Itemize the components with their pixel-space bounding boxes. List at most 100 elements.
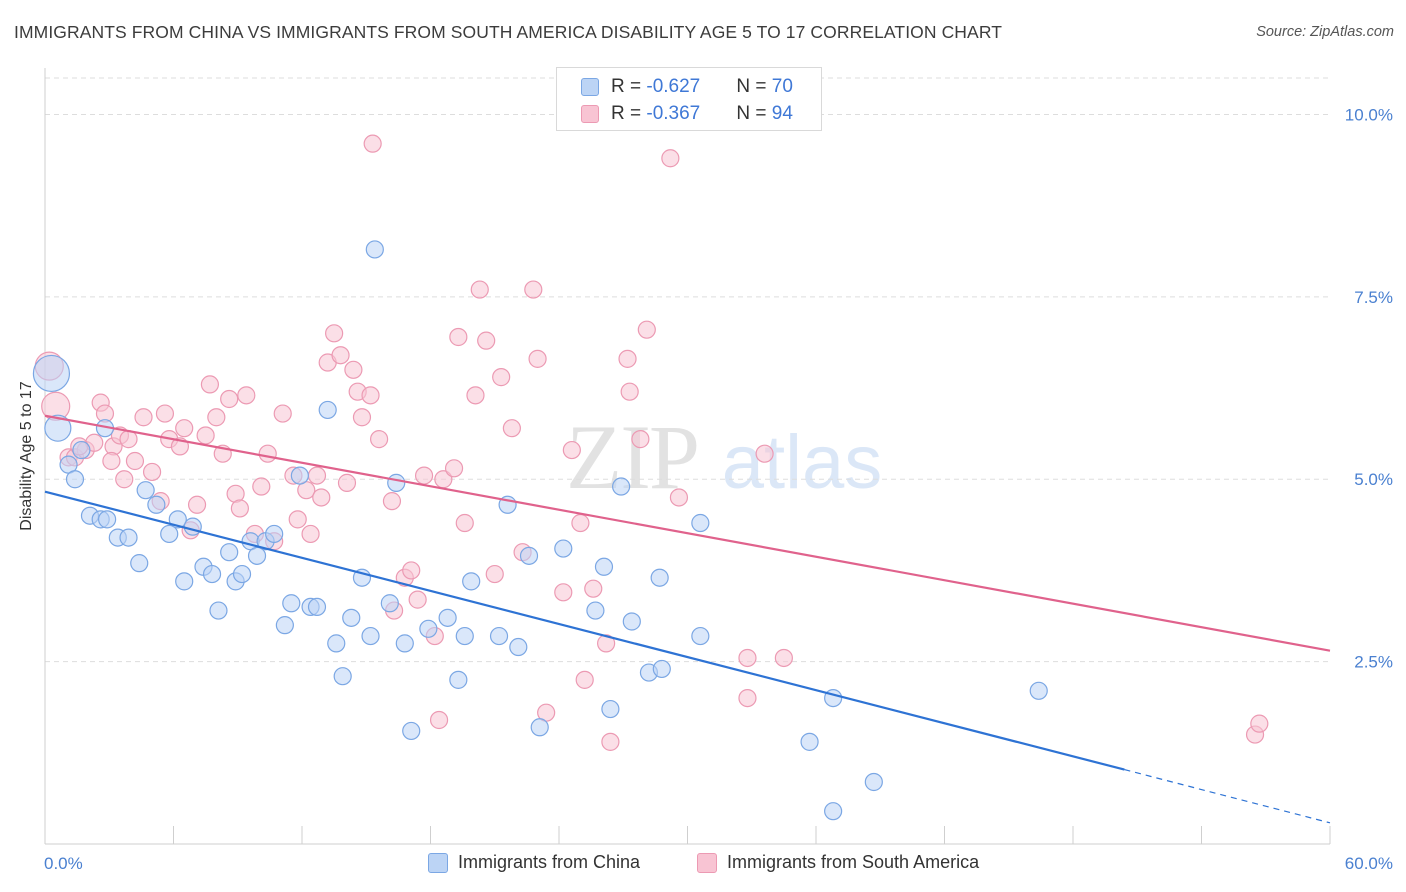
data-point-south-america [382, 492, 402, 511]
data-point-south-america [142, 462, 162, 482]
data-point-china [290, 466, 309, 485]
data-point-china [622, 612, 641, 631]
data-point-south-america [325, 324, 344, 343]
legend-n-value: 70 [771, 76, 793, 97]
data-point-china [265, 524, 284, 544]
bottom-legend-swatch-south-america [697, 852, 717, 873]
y-axis-title: Disability Age 5 to 17 [18, 381, 35, 531]
trend-line-china-extrapolated [1124, 769, 1331, 824]
data-point-china [136, 481, 155, 500]
data-point-china [554, 539, 573, 558]
data-point-china [419, 619, 438, 638]
data-point-south-america [738, 648, 757, 668]
data-point-south-america [134, 408, 153, 427]
trend-layer [44, 414, 1331, 824]
legend-n-label: N = [736, 76, 772, 97]
data-point-china [119, 528, 138, 547]
data-point-china [147, 495, 166, 514]
data-point-china [220, 543, 239, 562]
data-point-china [98, 510, 117, 529]
data-point-china [650, 568, 669, 587]
data-point-south-america [273, 404, 292, 423]
data-point-south-america [738, 688, 757, 708]
data-point-china [307, 597, 327, 617]
data-point-south-america [502, 419, 521, 438]
data-point-south-america [337, 473, 357, 492]
data-point-south-america [196, 426, 215, 445]
legend-r-label: R = [611, 76, 647, 97]
data-point-china [594, 557, 614, 576]
data-point-china [824, 802, 843, 821]
data-point-south-america [187, 495, 207, 514]
data-point-south-america [312, 488, 331, 507]
data-point-south-america [414, 466, 434, 485]
source-label: Source: ZipAtlas.com [1256, 24, 1394, 40]
data-point-china [72, 440, 91, 460]
data-point-china [691, 513, 710, 533]
data-point-south-america [252, 477, 271, 496]
data-point-china [318, 400, 337, 420]
data-point-south-america [661, 149, 680, 168]
data-point-china [509, 637, 528, 657]
data-point-china [462, 572, 481, 591]
legend-row-south-america: R = -0.367 N = 94 [581, 101, 793, 127]
data-point-china [175, 572, 194, 591]
data-point-china [387, 473, 406, 492]
data-point-south-america [429, 710, 449, 730]
bottom-legend-label: Immigrants from South America [727, 852, 980, 872]
data-point-south-america [597, 634, 616, 653]
data-point-south-america [528, 349, 547, 368]
data-point-south-america [408, 590, 427, 609]
y-tick-label: 10.0% [1345, 105, 1393, 124]
data-point-south-america [175, 419, 194, 438]
watermark-atlas: atlas [722, 420, 883, 505]
data-point-south-america [466, 386, 485, 405]
data-point-south-america [237, 386, 256, 405]
data-point-south-america [477, 331, 496, 350]
data-point-south-america [470, 280, 489, 299]
data-point-china [489, 626, 509, 646]
data-point-china [65, 470, 85, 489]
x-tick-label: 0.0% [44, 854, 83, 873]
data-point-south-america [258, 444, 277, 463]
data-point-china [361, 626, 380, 646]
data-point-south-america [492, 368, 511, 387]
bottom-legend-south-america: Immigrants from South America [697, 852, 979, 873]
data-point-china [32, 354, 71, 393]
data-point-south-america [449, 327, 468, 347]
y-tick-label: 2.5% [1354, 653, 1393, 672]
legend-n-label: N = [736, 103, 772, 124]
data-point-china [691, 626, 710, 646]
data-point-china [455, 626, 474, 646]
data-point-south-america [125, 451, 145, 471]
data-point-china [44, 414, 72, 442]
data-point-china [130, 554, 149, 573]
legend-r-value: -0.627 [646, 76, 701, 97]
data-point-china [275, 616, 294, 635]
data-point-china [327, 634, 346, 653]
data-point-china [402, 721, 421, 741]
data-point-china [438, 608, 457, 627]
chart-title: IMMIGRANTS FROM CHINA VS IMMIGRANTS FROM… [14, 22, 1003, 42]
data-point-china [800, 732, 819, 751]
data-point-china [612, 477, 631, 496]
data-point-south-america [361, 386, 380, 405]
data-point-south-america [554, 583, 573, 602]
data-point-south-america [631, 430, 650, 449]
data-point-china [395, 634, 414, 653]
data-point-china [530, 718, 549, 737]
y-tick-label: 5.0% [1354, 470, 1393, 489]
data-point-south-america [562, 440, 581, 460]
data-point-south-america [755, 444, 774, 463]
data-point-south-america [1250, 714, 1269, 733]
bottom-legend-swatch-china [428, 852, 448, 873]
data-point-south-america [620, 382, 639, 401]
data-point-south-america [575, 670, 594, 689]
data-point-china [160, 524, 179, 544]
data-point-china [601, 699, 620, 719]
data-point-china [282, 594, 301, 613]
data-point-south-america [344, 360, 363, 379]
correlation-legend: R = -0.627 N = 70 R = -0.367 N = 94 [556, 67, 822, 131]
data-point-south-america [637, 320, 656, 339]
